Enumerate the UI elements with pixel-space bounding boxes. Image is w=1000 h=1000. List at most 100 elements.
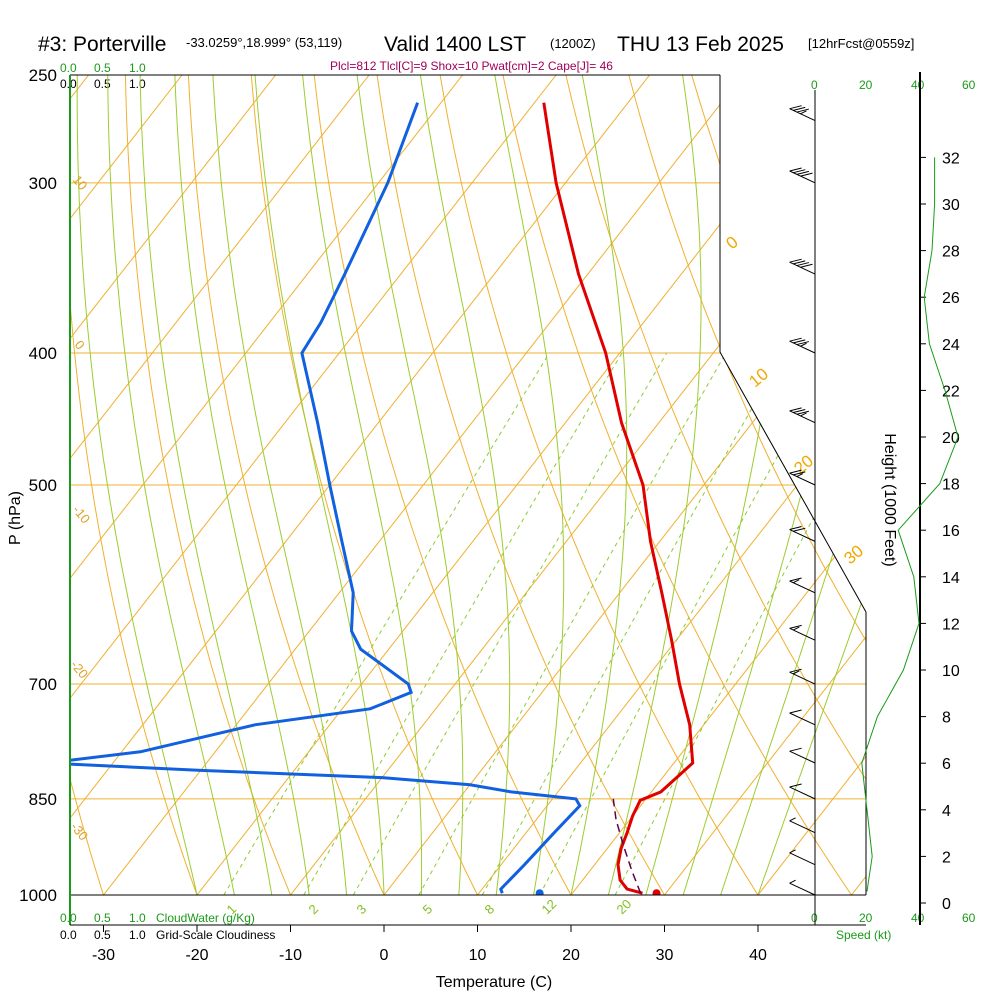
wind-barb-flag: [800, 342, 807, 347]
wind-barb-flag: [789, 105, 802, 110]
series-parcel-line: [612, 798, 642, 894]
pressure-tick-label: 850: [29, 790, 57, 809]
mixing-ratio-line: [539, 352, 836, 895]
pressure-tick-label: 400: [29, 344, 57, 363]
wind-barb-flag: [796, 341, 809, 346]
moist-adiabat-line: [720, 75, 866, 895]
wind-barb-flag: [796, 170, 809, 175]
wind-barb-staff: [789, 580, 816, 594]
wind-barb-flag: [789, 526, 802, 531]
title-utc: (1200Z): [550, 36, 596, 51]
svg-text:20: 20: [859, 78, 873, 92]
wind-barb-flag: [789, 747, 802, 752]
dry-adiabat-label: -30: [68, 819, 92, 843]
wind-barb-flag: [793, 471, 806, 476]
isotherm-line: [70, 75, 183, 895]
dry-adiabat-line: [186, 75, 385, 895]
wind-barb-flag: [793, 339, 806, 344]
wind-barb-flag: [789, 258, 802, 263]
wind-barb-flag: [789, 783, 802, 788]
moist-adiabat-line: [174, 75, 310, 895]
height-tick-label: 0: [942, 896, 951, 913]
wind-barb-flag: [789, 167, 802, 172]
wind-barb-flag: [796, 473, 804, 477]
wind-barb-flag: [793, 106, 806, 111]
isotherm-line: [103, 75, 744, 895]
mixing-ratio-label: 20: [614, 896, 635, 917]
svg-text:0: 0: [811, 78, 818, 92]
moist-adiabat-line: [570, 75, 628, 895]
pressure-tick-label: 500: [29, 476, 57, 495]
temperature-tick-label: 40: [749, 947, 767, 964]
moist-adiabat-line: [254, 75, 385, 895]
dry-adiabat-line: [311, 75, 572, 895]
height-tick-label: 10: [942, 663, 960, 680]
temperature-tick-label: 10: [469, 947, 487, 964]
dry-adiabat-line: [70, 75, 104, 895]
wind-barb-flag: [793, 527, 806, 532]
wind-barb-flag: [793, 169, 806, 174]
svg-text:1.0: 1.0: [129, 911, 146, 925]
isotherm-line: [757, 75, 866, 895]
height-tick-label: 26: [942, 290, 960, 307]
dry-adiabat-line: [249, 75, 478, 895]
wind-barb-staff: [789, 712, 816, 726]
temperature-tick-label: -30: [92, 947, 115, 964]
moist-adiabat-line: [139, 75, 273, 895]
wind-barb-staff: [789, 627, 816, 641]
mixing-ratio-line: [418, 352, 727, 895]
svg-text:0.0: 0.0: [60, 928, 77, 942]
wind-barb-flag: [793, 626, 800, 631]
mixing-ratio-label: 3: [354, 901, 370, 917]
speed-scale-bottom: 0 20 40 60 Speed (kt): [811, 911, 976, 942]
wind-barb-staff: [789, 671, 816, 685]
cloud-scale-top: 0.0 0.5 1.0 0.0 0.5 1.0: [60, 61, 146, 91]
height-axis-label: Height (1000 Feet): [881, 433, 898, 566]
mixing-ratio-label: 2: [306, 901, 322, 917]
height-tick-label: 4: [942, 803, 951, 820]
temperature-tick-label: 30: [656, 947, 674, 964]
wind-barb-staff: [789, 786, 816, 800]
wind-barb-flag: [796, 410, 809, 415]
title-valid: Valid 1400 LST: [384, 33, 526, 56]
svg-text:1.0: 1.0: [129, 61, 146, 75]
height-tick-label: 12: [942, 616, 960, 633]
mixing-ratio-line: [481, 352, 784, 895]
isotherm-line: [664, 75, 866, 895]
wind-barb-flag: [800, 172, 813, 177]
series-temperature-line: [542, 102, 695, 895]
temperature-tick-label: 20: [562, 947, 580, 964]
moist-adiabat-line: [607, 75, 702, 895]
height-tick-label: 16: [942, 523, 960, 540]
dry-adiabat-line: [373, 75, 665, 895]
isotherm-line: [70, 75, 370, 895]
pressure-tick-label: 300: [29, 174, 57, 193]
wind-barb-flag: [796, 262, 809, 267]
moist-adiabat-line: [107, 75, 235, 895]
wind-barb-staff: [789, 750, 816, 764]
isotherm-label: 20: [790, 451, 817, 478]
wind-barb-flag: [789, 879, 796, 884]
wind-barb-flag: [800, 412, 807, 417]
cloudiness-label: Grid-Scale Cloudiness: [156, 928, 275, 942]
wind-barb-flag: [789, 407, 802, 412]
wind-speed-profile-line: [861, 157, 959, 892]
pressure-tick-label: 250: [29, 66, 57, 85]
svg-text:20: 20: [859, 911, 873, 925]
svg-text:0.0: 0.0: [60, 911, 77, 925]
moist-adiabat-line: [76, 75, 198, 895]
moist-adiabat-line: [419, 75, 511, 895]
temperature-tick-label: -20: [185, 947, 208, 964]
dry-adiabat-line: [497, 75, 852, 895]
svg-text:0.5: 0.5: [94, 911, 111, 925]
wind-barb-staff: [789, 852, 816, 866]
wind-barb-flag: [789, 337, 802, 342]
wind-barb-flag: [796, 108, 809, 113]
mixing-ratio-label: 5: [420, 901, 436, 917]
isotherm-line: [70, 75, 276, 895]
wind-barb-flag: [789, 817, 796, 822]
